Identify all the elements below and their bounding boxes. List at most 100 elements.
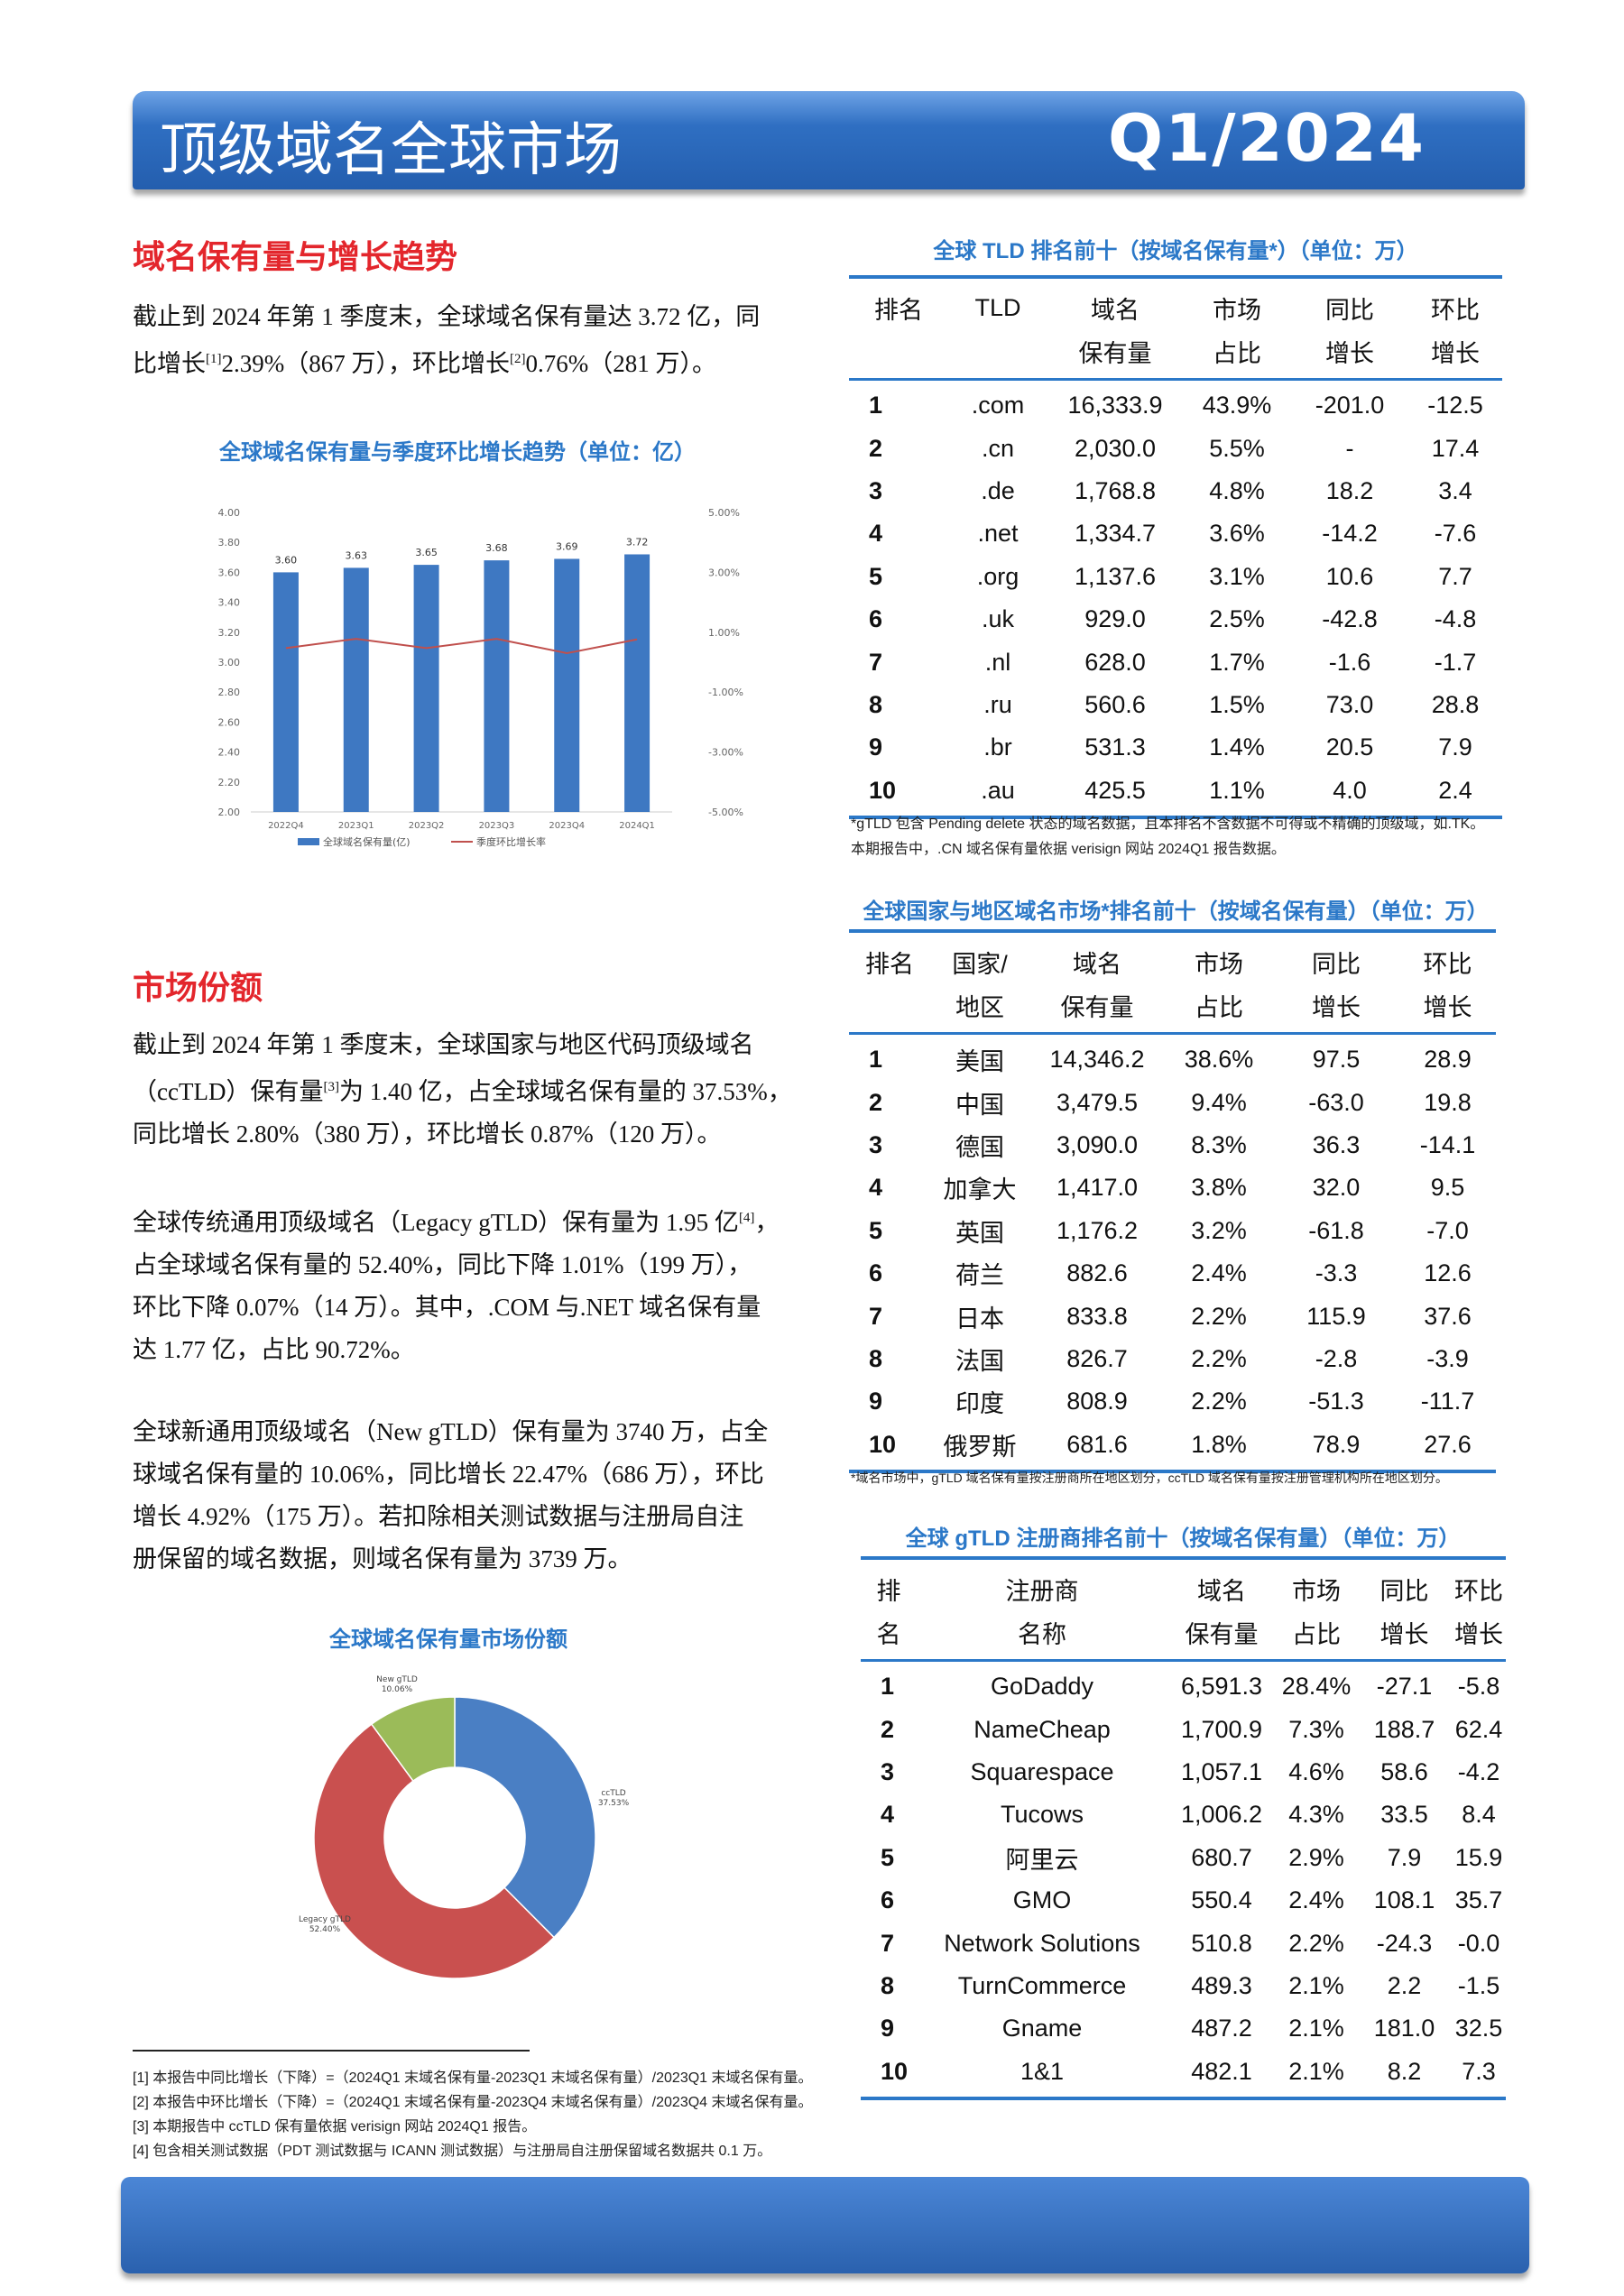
table-cell: 2.1%: [1288, 2057, 1344, 2085]
column-header: 保有量: [1185, 1620, 1259, 1648]
slice-value: 37.53%: [598, 1799, 630, 1808]
table-cell: 1,417.0: [1056, 1174, 1139, 1202]
table-cell: 8.2: [1387, 2057, 1422, 2085]
tld-note: 本期报告中，.CN 域名保有量依据 verisign 网站 2024Q1 报告数…: [851, 842, 1286, 857]
table-row: 5 .org 1,137.6 3.1% 10.6 7.7: [849, 556, 1502, 598]
header-row: 排名 国家/域名 市场 同比 环比: [849, 940, 1496, 983]
table-cell: 17.4: [1431, 434, 1480, 462]
y-tick-label: 2.00: [218, 807, 241, 818]
table-cell: 32.0: [1312, 1174, 1361, 1202]
bar: [554, 558, 580, 812]
table-body: 1 .com 16,333.9 43.9% -201.0 -12.5 2 .cn 2,030.0…: [849, 381, 1502, 816]
header-row: 排 注册商 域名 市场 同比 环比: [861, 1567, 1506, 1610]
table-cell: 1,137.6: [1074, 562, 1157, 590]
table-cell: 38.6%: [1184, 1046, 1254, 1074]
trend-paragraph: 截止到 2024 年第 1 季度末，全球域名保有量达 3.72 亿，同 比增长[1…: [133, 303, 761, 377]
slice-value: 10.06%: [382, 1685, 413, 1694]
table-cell: 3,479.5: [1056, 1088, 1139, 1116]
table-cell: 2,030.0: [1074, 434, 1157, 462]
table-cell: .uk: [981, 605, 1015, 633]
table-cell: 482.1: [1191, 2057, 1252, 2085]
bar-chart-title: 全球域名保有量与季度环比增长趋势（单位：亿）: [219, 439, 696, 465]
table-cell: 43.9%: [1202, 392, 1272, 420]
table-cell: 2.2%: [1191, 1388, 1247, 1415]
table-cell: 4: [869, 1174, 883, 1202]
table-cell: 8.3%: [1191, 1130, 1247, 1158]
table-cell: 7.9: [1387, 1843, 1422, 1871]
table-cell: -: [1345, 434, 1354, 462]
table-cell: 3.6%: [1209, 520, 1265, 548]
x-tick-label: 2024Q1: [619, 821, 655, 831]
report-period: Q1/2024: [1108, 100, 1426, 176]
table-cell: 4: [881, 1801, 895, 1829]
table-cell: 2.2%: [1191, 1302, 1247, 1330]
table-cell: 1.1%: [1209, 776, 1265, 804]
column-header: 市场: [1195, 950, 1243, 978]
table-cell: Gname: [1001, 2015, 1083, 2042]
table-cell: 2.2: [1387, 1971, 1422, 1999]
table-cell: 181.0: [1373, 2015, 1435, 2042]
table-row: 3 德国 3,090.0 8.3% 36.3 -14.1: [849, 1124, 1496, 1166]
table-cell: -201.0: [1315, 392, 1385, 420]
table-row: 2 NameCheap 1,700.9 7.3% 188.7 62.4: [861, 1708, 1506, 1750]
table-cell: 115.9: [1306, 1302, 1366, 1330]
table-row: 7 .nl 628.0 1.7% -1.6 -1.7: [849, 641, 1502, 683]
country-ranking-table: 排名 国家/域名 市场 同比 环比 地区 保有量 占比 增长 增长 1 美国 14,346.2 38.6%…: [849, 929, 1496, 1473]
table-cell: 550.4: [1191, 1886, 1252, 1914]
bar: [624, 554, 651, 812]
table-cell: GoDaddy: [990, 1673, 1094, 1701]
header-row: 名 名称 保有量 占比 增长 增长: [861, 1610, 1506, 1654]
table-cell: Network Solutions: [944, 1929, 1140, 1957]
table-cell: 5: [869, 1216, 883, 1244]
table-cell: NameCheap: [973, 1715, 1111, 1743]
y-tick-label: 4.00: [218, 507, 241, 519]
legend-line-label: 季度环比增长率: [476, 835, 546, 848]
table-cell: 4: [869, 520, 883, 548]
table-cell: 7.9: [1438, 733, 1472, 761]
table-cell: -4.8: [1434, 605, 1477, 633]
table-cell: 4.6%: [1288, 1757, 1344, 1785]
table-cell: 628.0: [1084, 648, 1146, 676]
bar: [272, 572, 299, 812]
page-title: 顶级域名全球市场: [160, 117, 622, 184]
table-cell: 1,334.7: [1074, 520, 1157, 548]
table-cell: 2.4: [1438, 776, 1472, 804]
table-header: 排名 TLD 域名 市场 同比 环比 保有量 占比 增长 增长: [849, 279, 1502, 381]
table-cell: TurnCommerce: [957, 1971, 1127, 1999]
table-cell: -7.0: [1426, 1216, 1469, 1244]
x-tick-label: 2023Q1: [338, 821, 374, 831]
slice-label: ccTLD: [601, 1789, 625, 1798]
table-body: 1 美国 14,346.2 38.6% 97.5 28.9 2 中国 3,479.5 9.4% -6…: [849, 1035, 1496, 1470]
table-cell: -7.6: [1434, 520, 1477, 548]
table-row: 5 阿里云 680.7 2.9% 7.9 15.9: [861, 1837, 1506, 1879]
table-cell: 33.5: [1380, 1801, 1428, 1829]
table-row: 8 TurnCommerce 489.3 2.1% 2.2 -1.5: [861, 1965, 1506, 2007]
column-header: 环比: [1454, 1577, 1503, 1605]
table-cell: -2.8: [1315, 1344, 1358, 1372]
column-header: 增长: [1379, 1620, 1429, 1648]
country-table-notes: *域名市场中，gTLD 域名保有量按注册商所在地区划分，ccTLD 域名保有量按…: [851, 1465, 1573, 1490]
table-cell: 8: [869, 1344, 883, 1372]
column-header: 增长: [1325, 339, 1374, 367]
y2-tick-label: -5.00%: [708, 807, 743, 818]
table-row: 7 日本 833.8 2.2% 115.9 37.6: [849, 1295, 1496, 1337]
table-cell: 510.8: [1191, 1929, 1252, 1957]
table-cell: .com: [971, 392, 1025, 420]
table-cell: 681.6: [1066, 1430, 1128, 1458]
table-cell: 1: [881, 1673, 895, 1701]
column-header: 环比: [1431, 296, 1480, 324]
registrar-ranking-table: 排 注册商 域名 市场 同比 环比名 名称 保有量 占比 增长 增长 1 GoDaddy 6,591.3 2…: [861, 1556, 1506, 2100]
table-cell: 4.3%: [1288, 1801, 1344, 1829]
column-header: 占比: [1292, 1620, 1341, 1648]
table-cell: .nl: [984, 648, 1011, 676]
table-cell: 俄罗斯: [943, 1433, 1017, 1461]
table-row: 9 印度 808.9 2.2% -51.3 -11.7: [849, 1380, 1496, 1423]
y-tick-label: 2.80: [218, 687, 241, 698]
table-cell: 2.5%: [1209, 605, 1265, 633]
column-header: 域名: [1091, 296, 1140, 324]
table-cell: 7.7: [1438, 562, 1472, 590]
table-row: 9 .br 531.3 1.4% 20.5 7.9: [849, 726, 1502, 769]
y2-tick-label: 3.00%: [708, 567, 740, 578]
column-header: 占比: [1195, 993, 1243, 1021]
